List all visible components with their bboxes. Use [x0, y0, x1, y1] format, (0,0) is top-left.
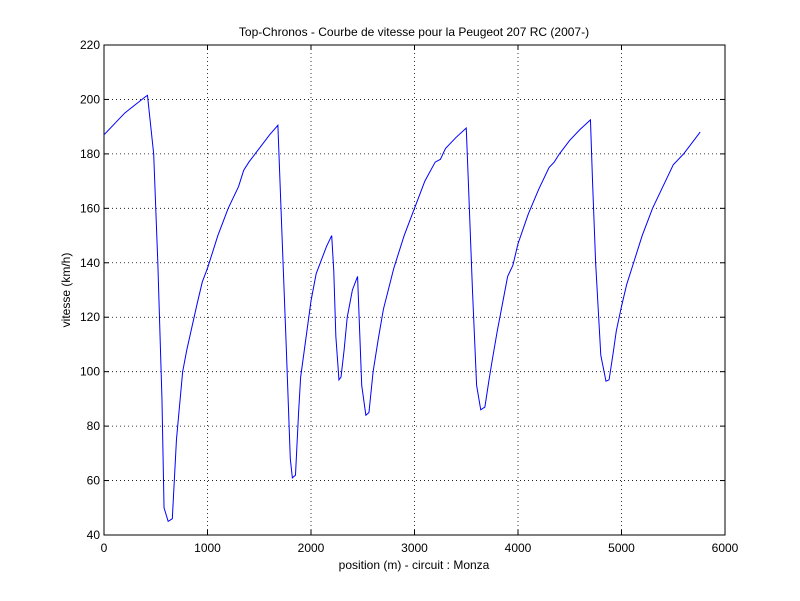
y-tick-label: 80: [87, 419, 101, 433]
y-tick-label: 40: [87, 528, 101, 542]
y-tick-label: 120: [80, 310, 100, 324]
y-tick-label: 220: [80, 38, 100, 52]
x-tick-label: 2000: [298, 541, 325, 555]
y-tick-label: 160: [80, 201, 100, 215]
y-axis-label: vitesse (km/h): [59, 253, 73, 328]
x-tick-label: 5000: [608, 541, 635, 555]
y-tick-label: 140: [80, 256, 100, 270]
chart-title: Top-Chronos - Courbe de vitesse pour la …: [239, 25, 589, 39]
x-tick-label: 6000: [712, 541, 739, 555]
x-tick-label: 0: [101, 541, 108, 555]
y-tick-labels: 40 60 80 100 120 140 160 180 200 220: [80, 38, 100, 542]
plot-frame: [103, 44, 726, 536]
x-tick-label: 4000: [505, 541, 532, 555]
grid: [104, 45, 725, 535]
y-tick-label: 60: [87, 474, 101, 488]
y-tick-label: 100: [80, 365, 100, 379]
x-tick-label: 3000: [401, 541, 428, 555]
y-tick-label: 200: [80, 92, 100, 106]
x-tick-label: 1000: [194, 541, 221, 555]
x-axis-label: position (m) - circuit : Monza: [339, 558, 490, 572]
y-tick-label: 180: [80, 147, 100, 161]
x-tick-labels: 0 1000 2000 3000 4000 5000 6000: [101, 541, 739, 555]
series-line: [103, 94, 701, 523]
